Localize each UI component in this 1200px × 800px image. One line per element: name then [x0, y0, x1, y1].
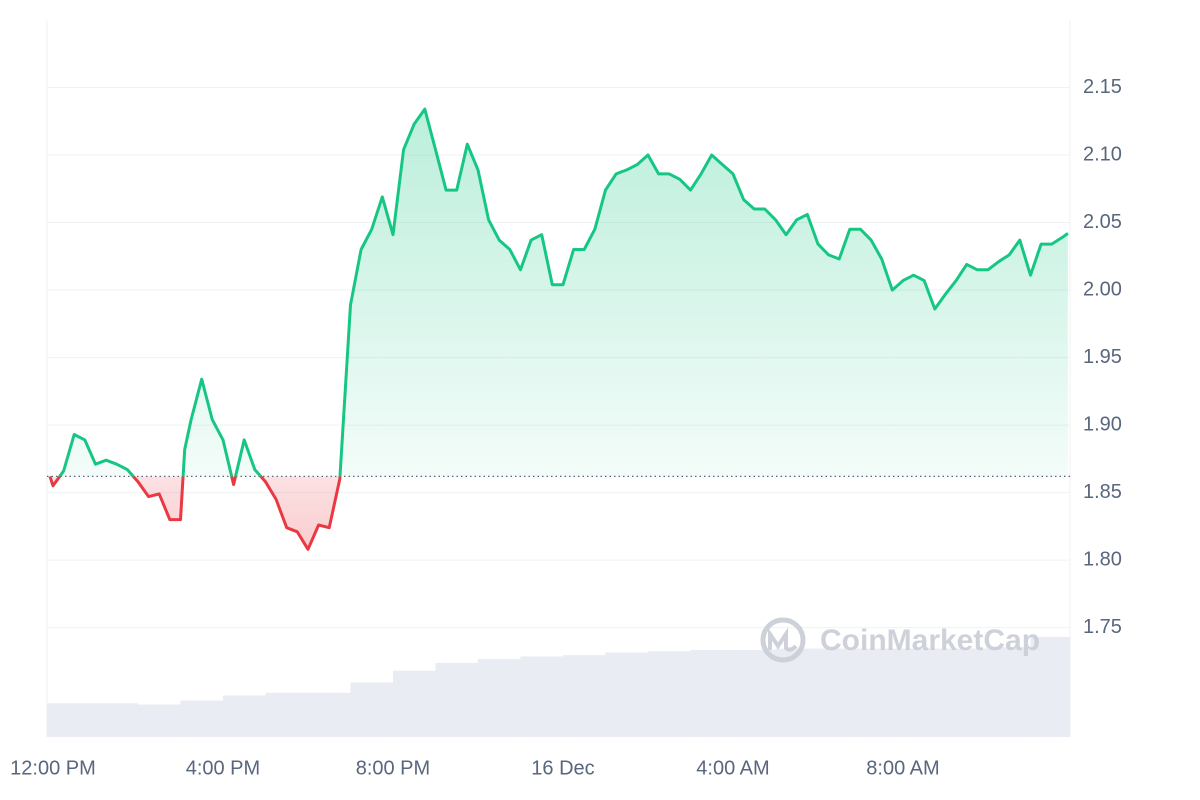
volume-bar [562, 655, 606, 737]
volume-bar [732, 649, 776, 737]
volume-bar [605, 652, 648, 737]
watermark-text: CoinMarketCap [820, 624, 1040, 657]
watermark-logo [760, 617, 806, 663]
y-tick-label: 2.05 [1083, 211, 1122, 233]
y-tick-label: 2.10 [1083, 143, 1122, 165]
y-tick-label: 1.80 [1083, 548, 1122, 570]
volume-bar [307, 692, 351, 737]
volume-bar [435, 662, 478, 737]
volume-bar [350, 682, 393, 737]
volume-bar [47, 703, 96, 737]
x-tick-label: 4:00 PM [186, 757, 260, 779]
volume-bar [647, 651, 691, 737]
volume-bar [265, 692, 308, 737]
volume-bar [222, 695, 266, 737]
volume-bar [775, 648, 818, 737]
x-tick-label: 16 Dec [531, 757, 594, 779]
volume-bar [392, 670, 436, 737]
x-tick-label: 8:00 PM [356, 757, 430, 779]
volume-bar [987, 647, 1031, 737]
y-tick-label: 1.75 [1083, 616, 1122, 638]
y-tick-label: 2.00 [1083, 278, 1122, 300]
y-tick-label: 1.90 [1083, 413, 1122, 435]
volume-bar [137, 704, 181, 737]
x-tick-label: 4:00 AM [696, 757, 769, 779]
y-tick-label: 1.85 [1083, 481, 1122, 503]
volume-bar [902, 648, 946, 737]
volume-bar [180, 700, 223, 737]
y-tick-label: 2.15 [1083, 76, 1122, 98]
volume-bar [520, 656, 563, 737]
volume-bar [690, 649, 733, 737]
volume-bar [477, 659, 521, 737]
volume-bar [945, 648, 988, 737]
watermark-logo-m [768, 627, 798, 652]
y-tick-label: 1.95 [1083, 346, 1122, 368]
x-tick-label: 8:00 AM [866, 757, 939, 779]
x-tick-label: 12:00 PM [10, 757, 96, 779]
volume-bar [95, 703, 138, 737]
price-line [48, 107, 1069, 551]
volume-bar [1030, 636, 1070, 737]
area-fill [49, 109, 1068, 550]
volume-bar [817, 648, 861, 737]
volume-bar [860, 648, 903, 737]
watermark: CoinMarketCap [760, 617, 1040, 663]
